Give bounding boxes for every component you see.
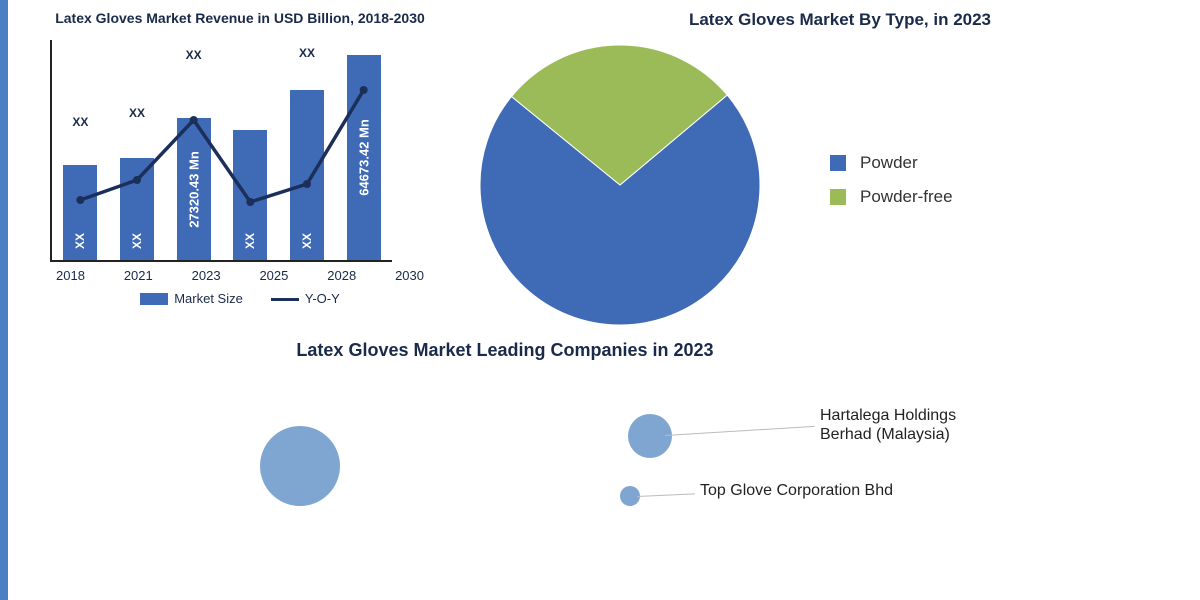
- bubble-leader-line-2: [637, 493, 695, 497]
- pie-legend-swatch: [830, 189, 846, 205]
- companies-title: Latex Gloves Market Leading Companies in…: [0, 340, 1190, 361]
- bottom-section: Latex Gloves Market Leading Companies in…: [20, 340, 1190, 501]
- pie-svg: [460, 40, 780, 330]
- pie-chart-panel: Latex Gloves Market By Type, in 2023 Pow…: [440, 0, 1190, 320]
- pie-chart: [460, 40, 780, 320]
- main-container: Latex Gloves Market Revenue in USD Billi…: [20, 0, 1190, 600]
- bar-chart-legend: Market Size Y-O-Y: [50, 291, 430, 306]
- legend-line-swatch: [271, 298, 299, 301]
- company-label-1: Hartalega HoldingsBerhad (Malaysia): [820, 406, 956, 444]
- pie-legend-label: Powder-free: [860, 187, 953, 207]
- x-label-2028: 2028: [327, 268, 356, 283]
- bar-chart-plot: XXXXXXXX27320.43 MnXXXXXXXX64673.42 Mn: [50, 40, 392, 262]
- company-bubble-0: [260, 426, 340, 506]
- bubble-leader-line-1: [665, 426, 815, 436]
- x-label-2023: 2023: [192, 268, 221, 283]
- companies-bubble-chart: Hartalega HoldingsBerhad (Malaysia)Top G…: [20, 371, 1190, 501]
- pie-chart-title: Latex Gloves Market By Type, in 2023: [500, 10, 1180, 30]
- pie-legend-item-powder-free: Powder-free: [830, 187, 953, 207]
- x-label-2025: 2025: [259, 268, 288, 283]
- company-bubble-1: [628, 414, 672, 458]
- x-label-2021: 2021: [124, 268, 153, 283]
- revenue-bar-chart: Latex Gloves Market Revenue in USD Billi…: [20, 0, 440, 320]
- x-label-2018: 2018: [56, 268, 85, 283]
- legend-swatch: [140, 293, 168, 305]
- bar-chart-title: Latex Gloves Market Revenue in USD Billi…: [50, 10, 430, 28]
- company-label-2: Top Glove Corporation Bhd.: [700, 481, 893, 519]
- yoy-line: [52, 40, 392, 260]
- pie-legend-label: Powder: [860, 153, 918, 173]
- x-label-2030: 2030: [395, 268, 424, 283]
- legend-item-market-size: Market Size: [140, 291, 243, 306]
- pie-legend-item-powder: Powder: [830, 153, 953, 173]
- pie-chart-row: Powder Powder-free: [460, 40, 1180, 320]
- top-row: Latex Gloves Market Revenue in USD Billi…: [20, 0, 1190, 320]
- pie-legend-swatch: [830, 155, 846, 171]
- pie-chart-legend: Powder Powder-free: [830, 139, 953, 221]
- left-accent-stripe: [0, 0, 8, 600]
- bar-chart-x-labels: 2018 2021 2023 2025 2028 2030: [50, 268, 430, 283]
- legend-item-y-o-y: Y-O-Y: [271, 291, 340, 306]
